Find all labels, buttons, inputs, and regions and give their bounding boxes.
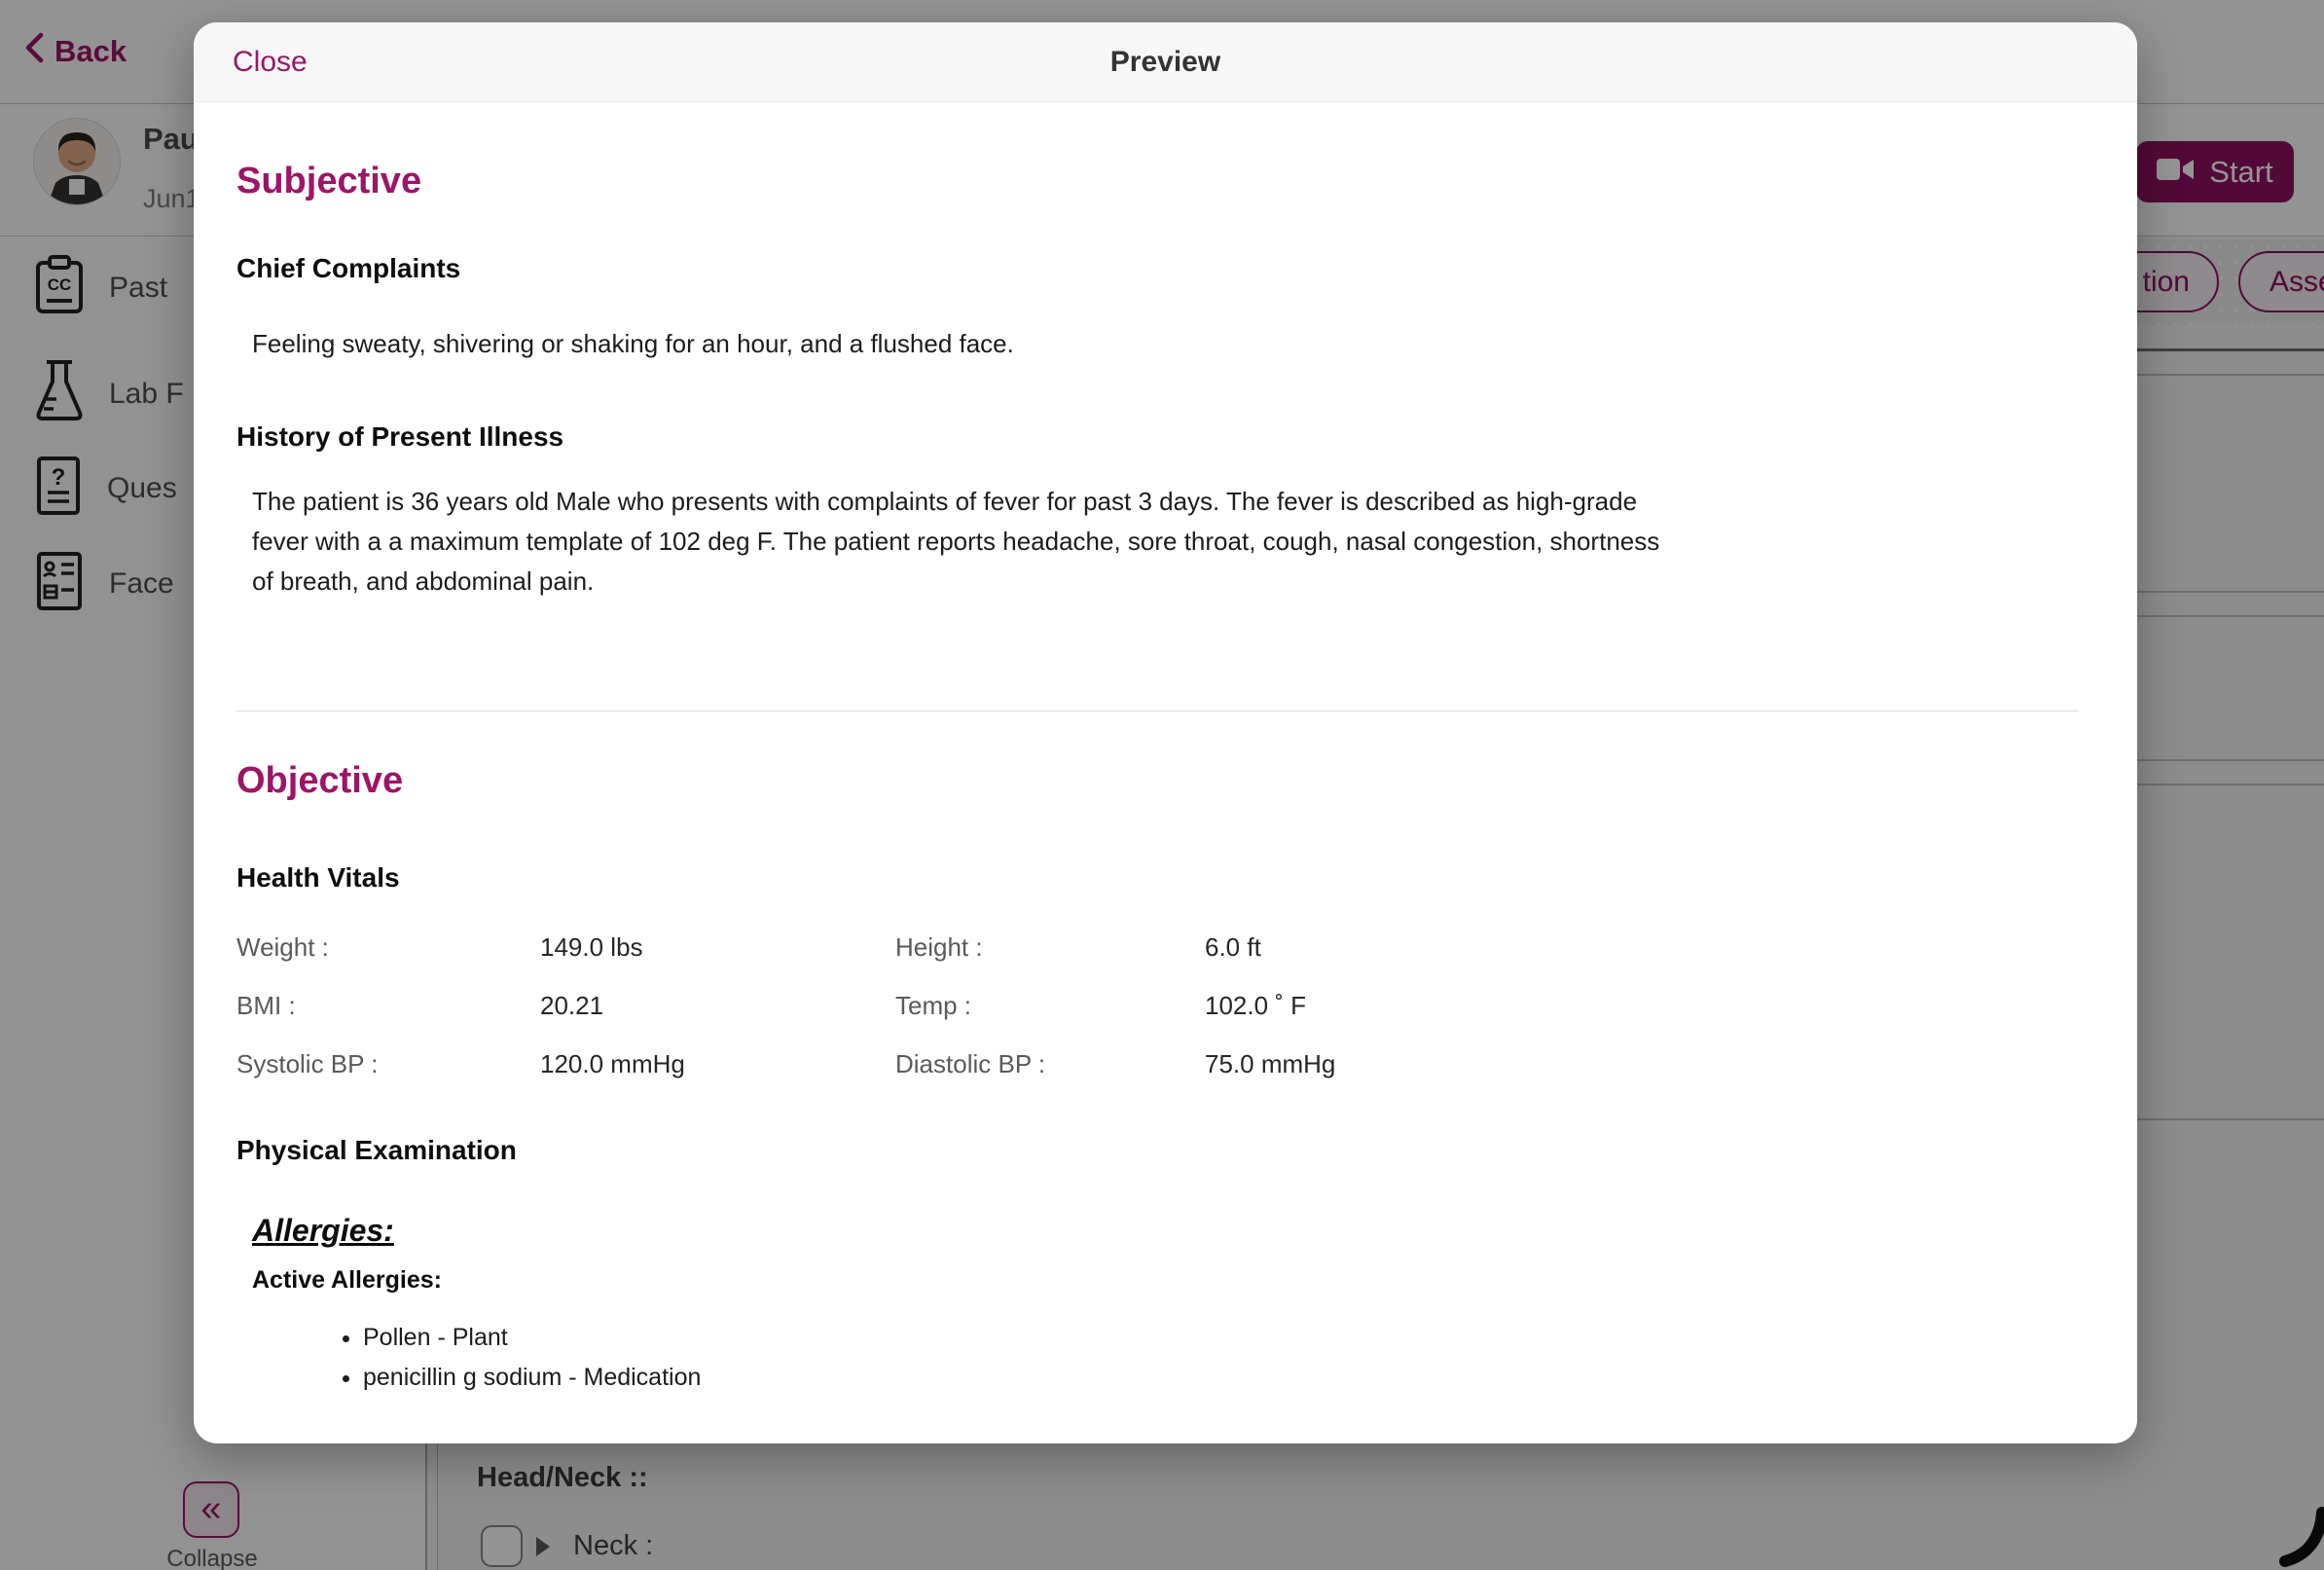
modal-title: Preview — [1109, 45, 1221, 78]
patient-avatar — [33, 118, 121, 205]
face-sheet-icon — [35, 551, 84, 616]
double-chevron-left-icon: « — [200, 1488, 222, 1529]
vital-value: 120.0 mmHg — [540, 1049, 685, 1078]
lab-flask-icon — [35, 360, 84, 427]
pill-label: Asse — [2270, 265, 2324, 298]
vital-value: 75.0 mmHg — [1205, 1049, 1336, 1078]
sidebar-item-lab[interactable]: Lab F — [35, 360, 184, 427]
allergies-heading: Allergies: — [252, 1213, 394, 1248]
allergy-item: penicillin g sodium - Medication — [363, 1364, 2079, 1392]
modal-header: Close Preview — [194, 22, 2137, 102]
vital-value: 6.0 ft — [1205, 932, 1261, 962]
neck-label: Neck : — [573, 1530, 654, 1561]
appointment-date: Jun1 — [143, 184, 200, 213]
section-divider — [236, 711, 2079, 712]
corner-arc-decoration — [2270, 1497, 2324, 1570]
pill-button-assessment[interactable]: Asse — [2238, 251, 2324, 312]
health-vitals-grid: Weight : 149.0 lbs Height : 6.0 ft BMI :… — [236, 932, 2079, 1078]
vital-label: Diastolic BP : — [895, 1049, 1046, 1078]
close-button[interactable]: Close — [233, 45, 308, 78]
hpi-heading: History of Present Illness — [236, 421, 564, 452]
vital-label: BMI : — [236, 991, 296, 1020]
back-button[interactable]: Back — [23, 0, 127, 103]
hpi-text: The patient is 36 years old Male who pre… — [252, 487, 1660, 596]
start-label: Start — [2209, 154, 2273, 189]
vital-label: Systolic BP : — [236, 1049, 379, 1078]
vital-label: Height : — [895, 932, 983, 962]
sidebar-item-facesheet[interactable]: Face — [35, 551, 174, 616]
chevron-left-icon — [23, 31, 45, 72]
collapse-label: Collapse — [166, 1546, 258, 1570]
chief-complaints-heading: Chief Complaints — [236, 253, 461, 283]
allergy-list: Pollen - Plant penicillin g sodium - Med… — [236, 1324, 2079, 1392]
subjective-heading: Subjective — [236, 161, 422, 201]
chief-complaints-text: Feeling sweaty, shivering or shaking for… — [252, 329, 1014, 358]
pill-label: tion — [2142, 265, 2190, 298]
expand-triangle-icon[interactable] — [536, 1536, 550, 1556]
section-title-head-neck: Head/Neck :: — [477, 1462, 648, 1493]
vital-label: Weight : — [236, 932, 329, 962]
svg-text:?: ? — [52, 464, 66, 491]
sidebar-item-label: Face — [109, 566, 174, 600]
svg-text:CC: CC — [48, 275, 72, 294]
neck-row: Neck : — [481, 1525, 653, 1567]
sidebar-item-label: Ques — [107, 471, 177, 504]
active-allergies-heading: Active Allergies: — [252, 1266, 442, 1294]
modal-body: Subjective Chief Complaints Feeling swea… — [194, 161, 2137, 1392]
sidebar-item-questionnaire[interactable]: ? Ques — [35, 456, 177, 521]
physical-exam-heading: Physical Examination — [236, 1135, 517, 1165]
vital-label: Temp : — [895, 991, 972, 1020]
sidebar-item-label: Past — [109, 271, 168, 304]
collapse-sidebar-button[interactable]: « — [183, 1481, 239, 1538]
sidebar-item-label: Lab F — [109, 377, 184, 410]
patient-name: Pau — [143, 122, 199, 156]
sidebar-item-past[interactable]: CC Past — [35, 255, 167, 320]
vital-value: 102.0 ˚ F — [1205, 991, 1307, 1020]
allergy-item: Pollen - Plant — [363, 1324, 2079, 1352]
preview-modal: Close Preview Subjective Chief Complaint… — [194, 22, 2137, 1443]
back-label: Back — [54, 34, 127, 68]
neck-checkbox[interactable] — [481, 1525, 523, 1567]
health-vitals-heading: Health Vitals — [236, 862, 400, 893]
objective-heading: Objective — [236, 760, 404, 801]
clipboard-cc-icon: CC — [35, 255, 84, 320]
start-visit-button[interactable]: Start — [2136, 141, 2294, 202]
questionnaire-icon: ? — [35, 456, 82, 521]
vital-value: 149.0 lbs — [540, 932, 643, 962]
vital-value: 20.21 — [540, 991, 604, 1020]
video-camera-icon — [2157, 155, 2195, 190]
